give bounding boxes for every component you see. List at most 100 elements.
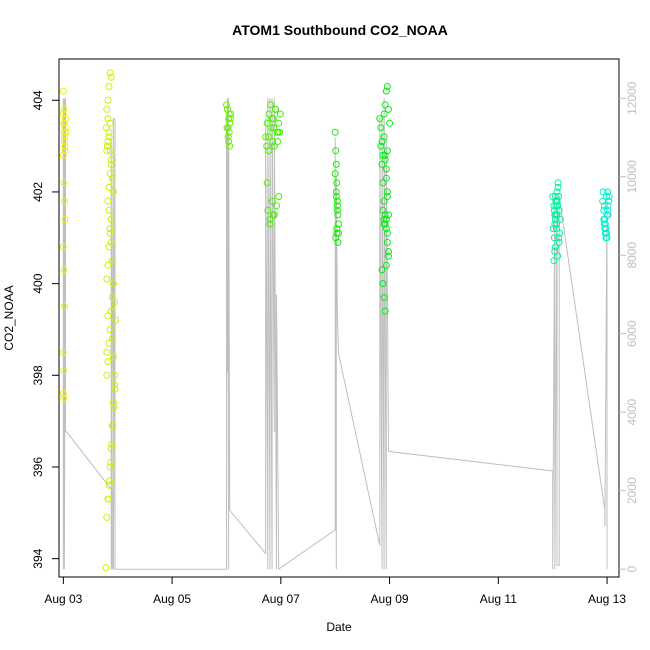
data-point <box>266 220 274 228</box>
data-point <box>381 307 389 315</box>
data-point <box>226 115 234 123</box>
data-point <box>555 234 563 242</box>
data-point <box>380 293 388 301</box>
data-point <box>61 215 69 223</box>
data-point <box>267 124 275 132</box>
data-point <box>381 156 389 164</box>
data-point <box>106 229 114 237</box>
data-point <box>601 225 609 233</box>
data-point <box>226 142 234 150</box>
data-point <box>549 225 557 233</box>
y2-tick-label: 2000 <box>625 477 639 504</box>
data-point <box>59 87 67 95</box>
data-point <box>332 160 340 168</box>
data-point <box>102 124 110 132</box>
data-point <box>107 156 115 164</box>
x-axis-label: Date <box>326 620 352 634</box>
data-point <box>264 206 272 214</box>
y-tick-label: 404 <box>31 90 45 110</box>
data-point <box>103 348 111 356</box>
data-point <box>60 128 68 136</box>
data-point <box>332 188 340 196</box>
data-point <box>105 206 113 214</box>
y2-tick-label: 8000 <box>625 242 639 269</box>
x-tick-label: Aug 09 <box>371 592 409 606</box>
data-point <box>111 385 119 393</box>
data-point <box>271 105 279 113</box>
data-point <box>334 238 342 246</box>
data-point <box>381 220 389 228</box>
data-point <box>600 220 608 228</box>
data-point <box>602 234 610 242</box>
data-point <box>333 225 341 233</box>
data-point <box>553 211 561 219</box>
y-tick-label: 394 <box>31 548 45 568</box>
data-point <box>274 138 282 145</box>
data-point <box>603 211 611 219</box>
data-point <box>378 266 386 274</box>
data-point <box>600 206 608 214</box>
data-point <box>265 147 273 155</box>
data-point <box>263 179 271 187</box>
data-point <box>380 110 388 118</box>
data-point <box>555 238 563 246</box>
x-tick-label: Aug 11 <box>480 592 517 606</box>
data-point <box>333 179 341 187</box>
data-point <box>269 211 277 219</box>
data-point <box>331 128 339 136</box>
data-point <box>107 445 115 453</box>
data-point <box>266 215 274 223</box>
y-tick-label: 396 <box>31 457 45 477</box>
data-point <box>107 160 115 168</box>
data-point <box>270 124 278 132</box>
data-point <box>104 197 112 205</box>
chart-title: ATOM1 Southbound CO2_NOAA <box>232 22 448 38</box>
data-point <box>103 275 111 283</box>
data-point <box>554 179 562 187</box>
data-point <box>60 105 68 113</box>
data-point <box>385 252 392 260</box>
data-point <box>382 215 390 223</box>
data-point <box>59 390 67 398</box>
data-point <box>104 261 112 269</box>
data-point <box>332 193 340 200</box>
data-point <box>106 477 114 485</box>
y2-tick-label: 4000 <box>625 399 639 426</box>
data-point <box>605 193 613 200</box>
data-point <box>600 202 608 210</box>
data-point <box>383 193 391 200</box>
data-point <box>385 105 392 113</box>
data-point <box>225 128 233 136</box>
data-point <box>276 110 284 118</box>
data-point <box>377 124 385 132</box>
data-point <box>332 147 340 155</box>
data-point <box>335 220 342 228</box>
data-point <box>377 142 385 150</box>
data-point <box>61 124 69 132</box>
x-tick-label: Aug 13 <box>588 592 626 606</box>
data-point <box>604 188 612 196</box>
data-point <box>275 193 283 200</box>
data-point <box>380 133 388 141</box>
data-point <box>107 307 115 315</box>
data-point <box>379 179 387 187</box>
data-point <box>110 403 118 411</box>
data-point <box>604 206 612 214</box>
data-point <box>380 215 388 223</box>
y2-axis: 0 2000 4000 6000 8000 10000 12000 <box>619 81 639 573</box>
data-point <box>112 316 119 324</box>
data-point <box>109 280 117 288</box>
data-point <box>268 197 276 205</box>
data-point <box>60 119 68 127</box>
data-point <box>224 105 231 113</box>
data-point <box>105 495 112 503</box>
data-point <box>555 193 563 200</box>
y2-tick-label: 0 <box>625 566 639 573</box>
data-point <box>105 83 113 90</box>
data-point <box>274 128 282 136</box>
data-point <box>265 133 273 141</box>
data-point <box>552 202 560 210</box>
x-axis: Aug 03 Aug 05 Aug 07 Aug 09 Aug 11 Aug 13 <box>44 576 626 606</box>
